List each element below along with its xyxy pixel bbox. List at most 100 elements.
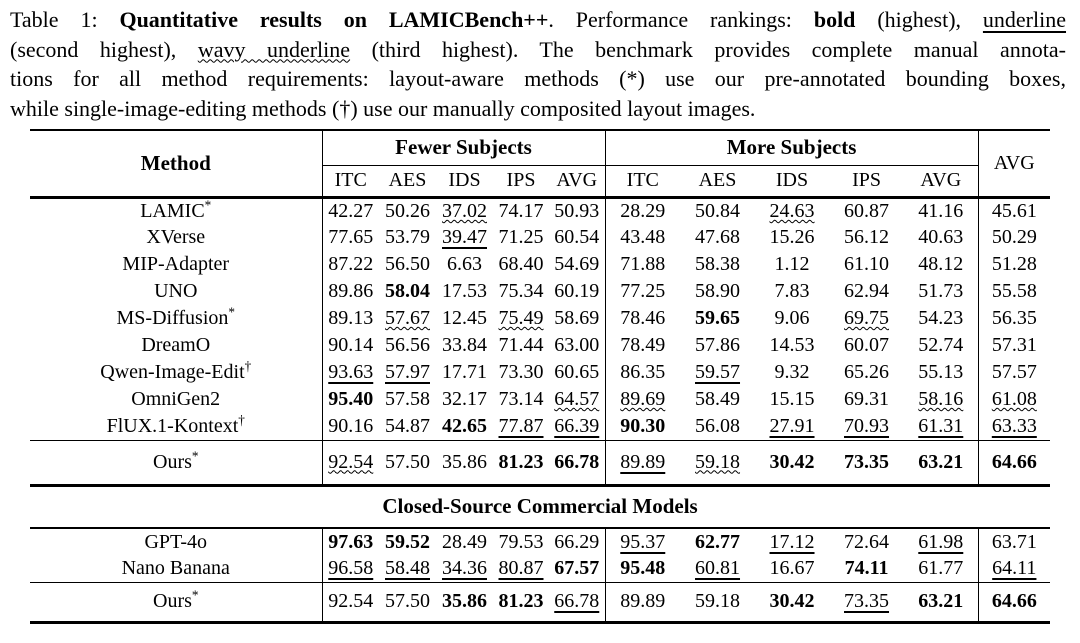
metric-value: 71.25 bbox=[498, 226, 544, 248]
metric-cell: 27.91 bbox=[755, 413, 829, 440]
metric-cell: 90.30 bbox=[605, 413, 680, 440]
layout-aware-marker: * bbox=[191, 587, 199, 603]
metric-value: 95.48 bbox=[620, 556, 666, 579]
metric-cell: 66.78 bbox=[549, 581, 606, 622]
metric-cell: 71.88 bbox=[605, 251, 680, 278]
metric-value: 60.87 bbox=[844, 199, 890, 222]
metric-value: 97.63 bbox=[328, 530, 374, 553]
caption-text: . Performance rankings: bbox=[548, 7, 814, 32]
metric-cell: 62.77 bbox=[680, 528, 755, 555]
metric-value: 73.30 bbox=[498, 361, 544, 383]
metric-cell: 35.86 bbox=[436, 581, 493, 622]
method-cell: GPT-4o bbox=[30, 528, 323, 555]
metric-cell: 56.12 bbox=[829, 224, 904, 251]
column-header-ips-fewer: IPS bbox=[493, 165, 549, 199]
metric-value: 58.38 bbox=[695, 253, 741, 275]
metric-value: 15.15 bbox=[769, 388, 815, 410]
metric-value: 28.49 bbox=[442, 530, 487, 553]
metric-value: 48.12 bbox=[918, 253, 964, 275]
metric-value: 30.42 bbox=[769, 590, 815, 612]
metric-cell: 40.63 bbox=[904, 224, 979, 251]
metric-value: 71.44 bbox=[498, 334, 544, 356]
metric-value: 73.35 bbox=[844, 450, 890, 473]
column-header-aes-fewer: AES bbox=[379, 165, 436, 199]
metric-cell: 63.71 bbox=[978, 528, 1050, 555]
metric-cell: 41.16 bbox=[904, 197, 979, 224]
metric-cell: 70.93 bbox=[829, 413, 904, 440]
metric-cell: 90.14 bbox=[322, 332, 379, 359]
metric-cell: 57.86 bbox=[680, 332, 755, 359]
method-name: Nano Banana bbox=[121, 556, 230, 579]
metric-value: 58.48 bbox=[385, 556, 430, 579]
metric-value: 63.21 bbox=[918, 450, 964, 473]
metric-cell: 15.26 bbox=[755, 224, 829, 251]
metric-cell: 78.46 bbox=[605, 305, 680, 332]
caption-table-label: Table 1: bbox=[10, 7, 120, 32]
metric-cell: 53.79 bbox=[379, 224, 436, 251]
metric-value: 59.65 bbox=[695, 307, 741, 329]
metric-cell: 51.28 bbox=[978, 251, 1050, 278]
metric-value: 58.69 bbox=[554, 307, 600, 329]
metric-value: 16.67 bbox=[769, 556, 815, 579]
metric-cell: 73.35 bbox=[829, 581, 905, 622]
method-name: XVerse bbox=[146, 226, 206, 248]
table-row-xverse: XVerse 77.65 53.79 39.47 71.25 60.54 43.48 47.6… bbox=[30, 224, 1050, 251]
table-header: Method Fewer Subjects More Subjects AVG … bbox=[30, 130, 1051, 199]
caption-line-3: tions for all method requirements: layou… bbox=[10, 64, 1066, 94]
column-header-overall-avg: AVG bbox=[978, 130, 1051, 199]
method-cell: Ours* bbox=[30, 581, 323, 622]
method-name: MIP-Adapter bbox=[122, 253, 230, 275]
metric-cell: 62.94 bbox=[829, 278, 904, 305]
metric-cell: 63.21 bbox=[904, 581, 979, 622]
metric-cell: 6.63 bbox=[436, 251, 493, 278]
metric-value: 58.16 bbox=[918, 388, 964, 410]
method-cell: FlUX.1-Kontext† bbox=[30, 413, 323, 440]
metric-cell: 93.63 bbox=[322, 359, 379, 386]
table-row-nano-banana: Nano Banana 96.58 58.48 34.36 80.87 67.57 95.4… bbox=[30, 555, 1050, 582]
metric-cell: 39.47 bbox=[436, 224, 493, 251]
metric-value: 6.63 bbox=[447, 253, 482, 275]
metric-cell: 57.50 bbox=[379, 581, 436, 622]
metric-cell: 56.56 bbox=[379, 332, 436, 359]
metric-value: 54.69 bbox=[554, 253, 600, 275]
group-header-row: Method Fewer Subjects More Subjects AVG bbox=[30, 130, 1051, 199]
metric-value: 9.06 bbox=[774, 307, 810, 329]
metric-cell: 92.54 bbox=[322, 581, 379, 622]
metric-cell: 86.35 bbox=[605, 359, 680, 386]
metric-value: 66.78 bbox=[554, 450, 600, 473]
metric-value: 51.73 bbox=[918, 280, 964, 302]
metric-cell: 80.87 bbox=[493, 555, 549, 582]
metric-cell: 75.34 bbox=[493, 278, 549, 305]
metric-value: 60.54 bbox=[554, 226, 600, 248]
metric-cell: 73.14 bbox=[493, 386, 549, 413]
metric-value: 57.57 bbox=[991, 361, 1037, 383]
metric-cell: 71.25 bbox=[493, 224, 549, 251]
method-name: LAMIC bbox=[140, 199, 205, 222]
metric-value: 7.83 bbox=[774, 280, 810, 302]
metric-value: 58.90 bbox=[695, 280, 741, 302]
layout-aware-marker: * bbox=[626, 66, 638, 91]
metric-cell: 89.86 bbox=[322, 278, 379, 305]
metric-value: 57.86 bbox=[695, 334, 741, 356]
metric-value: 53.79 bbox=[385, 226, 430, 248]
caption-wavy-keyword: wavy underline bbox=[197, 36, 351, 62]
metric-value: 64.66 bbox=[991, 450, 1037, 473]
metric-value: 74.17 bbox=[498, 199, 544, 222]
metric-value: 62.77 bbox=[695, 530, 741, 553]
metric-value: 35.86 bbox=[442, 590, 487, 612]
metric-value: 40.63 bbox=[918, 226, 964, 248]
method-cell: Qwen-Image-Edit† bbox=[30, 359, 323, 386]
metric-value: 28.29 bbox=[620, 199, 666, 222]
metric-value: 75.49 bbox=[498, 307, 544, 329]
metric-value: 59.18 bbox=[695, 590, 741, 612]
metric-value: 89.89 bbox=[620, 590, 666, 612]
metric-value: 61.10 bbox=[844, 253, 890, 275]
metric-value: 57.97 bbox=[385, 361, 430, 383]
metric-cell: 16.67 bbox=[755, 555, 829, 582]
metric-value: 92.54 bbox=[328, 450, 374, 473]
metric-value: 62.94 bbox=[844, 280, 890, 302]
metric-value: 74.11 bbox=[844, 556, 889, 579]
results-table: Method Fewer Subjects More Subjects AVG … bbox=[30, 129, 1051, 624]
method-name: GPT-4o bbox=[144, 530, 208, 553]
metric-value: 56.56 bbox=[385, 334, 430, 356]
